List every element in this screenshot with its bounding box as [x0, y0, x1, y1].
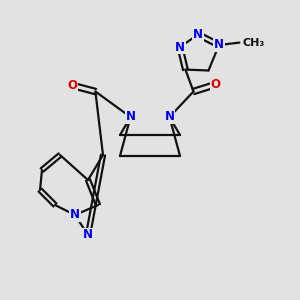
Text: N: N	[214, 38, 224, 52]
Text: N: N	[83, 229, 93, 242]
Text: N: N	[175, 40, 185, 54]
Text: O: O	[68, 79, 78, 92]
Text: N: N	[193, 28, 203, 41]
Text: N: N	[164, 110, 175, 124]
Text: CH₃: CH₃	[242, 38, 265, 48]
Text: N: N	[70, 208, 80, 221]
Text: N: N	[125, 110, 136, 124]
Text: O: O	[210, 78, 220, 91]
